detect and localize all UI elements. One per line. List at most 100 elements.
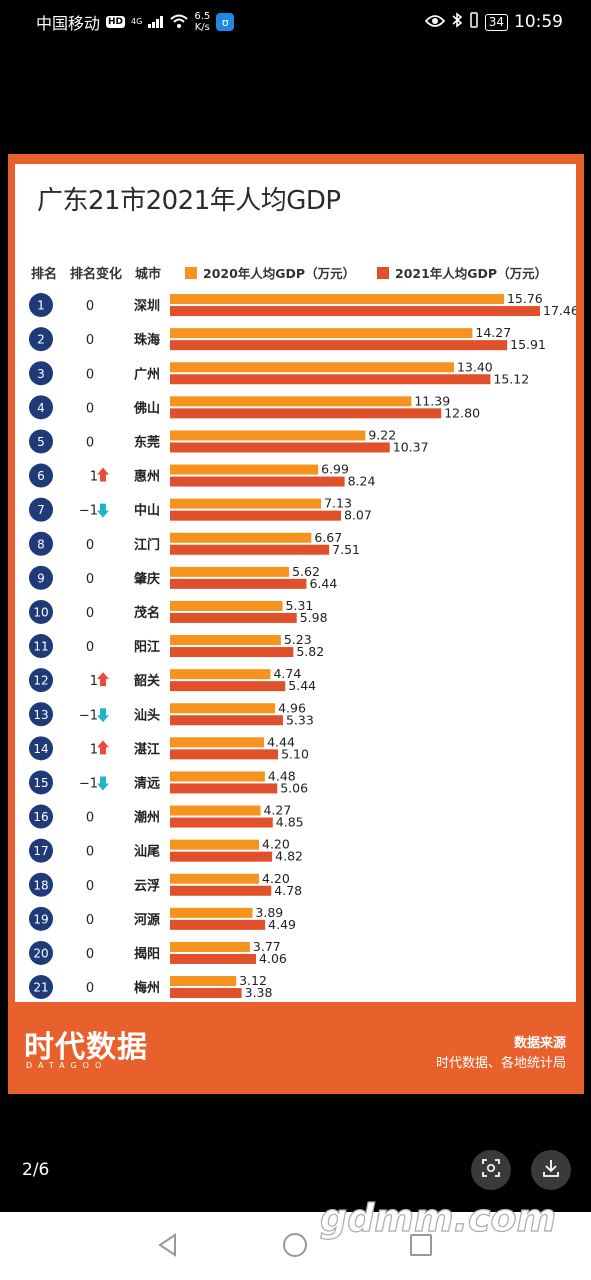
bar-2021 [170, 647, 294, 658]
rank-number: 18 [33, 878, 48, 892]
rank-number: 14 [33, 742, 48, 756]
bar-2020 [170, 873, 260, 884]
header-rank-change: 排名变化 [70, 267, 123, 282]
network-speed: 6.5 K/s [194, 11, 210, 33]
value-label-2021: 4.78 [274, 883, 302, 898]
bar-2020 [170, 362, 454, 373]
page-indicator: 2/6 [22, 1160, 50, 1180]
status-bar: 中国移动 HD 4G 6.5 K/s ʊ 34 10:59 [0, 0, 591, 44]
header-rank: 排名 [31, 267, 58, 282]
rank-change-value: 0 [86, 981, 94, 996]
value-label-2020: 7.13 [324, 496, 352, 511]
datagoo-logo-sub: DATAGOO [26, 1061, 108, 1070]
rank-change-value: 1 [90, 674, 98, 689]
rank-circle [29, 395, 53, 420]
status-left: 中国移动 HD 4G 6.5 K/s ʊ [36, 10, 235, 34]
value-label-2020: 4.20 [262, 871, 290, 886]
city-label: 江门 [134, 537, 160, 553]
rank-change-value: 0 [86, 401, 94, 416]
rank-change-value: 0 [86, 367, 94, 382]
value-label-2020: 15.76 [507, 291, 543, 306]
rank-circle [29, 770, 53, 795]
value-label-2021: 8.07 [344, 508, 372, 523]
value-label-2021: 5.44 [288, 678, 316, 693]
rank-number: 4 [37, 401, 45, 415]
value-label-2020: 6.99 [321, 462, 349, 477]
down-arrow-icon [97, 708, 109, 723]
city-label: 河源 [134, 912, 160, 928]
rank-number: 8 [37, 537, 45, 551]
rank-change-value: −1 [79, 776, 98, 791]
source-text: 时代数据、各地统计局 [435, 1056, 566, 1071]
rank-number: 9 [37, 571, 45, 585]
bar-2021 [170, 851, 273, 862]
rank-circle [29, 634, 53, 659]
value-label-2020: 4.48 [268, 768, 296, 783]
rank-number: 7 [37, 503, 45, 517]
download-button[interactable] [531, 1150, 571, 1190]
value-label-2020: 3.89 [255, 905, 283, 920]
rank-change-value: 0 [86, 640, 94, 655]
legend-label-2020: 2020年人均GDP（万元） [203, 266, 356, 281]
value-label-2020: 9.22 [368, 427, 396, 442]
bar-2021 [170, 988, 242, 999]
city-label: 梅州 [134, 980, 160, 996]
rank-number: 17 [33, 844, 48, 858]
bar-2020 [170, 566, 290, 577]
legend-label-2021: 2021年人均GDP（万元） [395, 266, 548, 281]
bar-2020 [170, 600, 283, 611]
city-label: 湛江 [134, 741, 160, 757]
value-label-2020: 3.12 [239, 973, 267, 988]
rank-number: 6 [37, 469, 45, 483]
value-label-2021: 12.80 [444, 405, 480, 420]
scan-button[interactable] [471, 1150, 511, 1190]
bar-2021 [170, 510, 342, 521]
bar-2020 [170, 635, 281, 646]
bar-2020 [170, 669, 271, 680]
bar-2020 [170, 737, 265, 748]
home-icon[interactable] [282, 1232, 308, 1262]
vibrate-icon [469, 12, 479, 32]
rank-circle [29, 872, 53, 897]
bar-2021 [170, 885, 272, 896]
infographic-poster: 广东21市2021年人均GDP 排名 排名变化 城市 2020年人均GDP（万元… [8, 154, 584, 1094]
rank-change-value: 0 [86, 913, 94, 928]
rank-change-value: 1 [90, 742, 98, 757]
city-label: 肇庆 [133, 571, 160, 587]
value-label-2020: 4.20 [262, 837, 290, 852]
rank-circle [29, 702, 53, 727]
bar-2020 [170, 941, 250, 952]
city-label: 广州 [134, 366, 160, 382]
value-label-2020: 13.40 [457, 359, 493, 374]
back-icon[interactable] [155, 1232, 181, 1262]
value-label-2020: 5.62 [292, 564, 320, 579]
bar-2020 [170, 464, 319, 475]
bar-2021 [170, 578, 307, 589]
bar-2020 [170, 771, 265, 782]
rank-change-value: −1 [79, 504, 98, 519]
bar-2020 [170, 532, 312, 543]
city-label: 潮州 [134, 810, 160, 826]
rank-change-value: 0 [86, 435, 94, 450]
value-label-2021: 4.49 [268, 917, 296, 932]
bluetooth-icon [451, 12, 463, 32]
value-label-2020: 4.44 [267, 734, 295, 749]
rank-circle [29, 838, 53, 863]
rank-number: 15 [33, 776, 48, 790]
rank-circle [29, 531, 53, 556]
bar-2021 [170, 817, 273, 828]
recents-icon[interactable] [408, 1232, 434, 1262]
value-label-2021: 7.51 [332, 542, 360, 557]
rank-number: 21 [33, 981, 48, 995]
rank-change-value: 0 [86, 299, 94, 314]
bar-2021 [170, 612, 297, 623]
speed-unit: K/s [194, 22, 210, 33]
rank-circle [29, 293, 53, 318]
rank-circle [29, 975, 53, 1000]
value-label-2020: 5.31 [286, 598, 314, 613]
bar-2021 [170, 374, 491, 385]
city-label: 清远 [134, 775, 160, 791]
value-label-2020: 5.23 [284, 632, 312, 647]
bar-2021 [170, 681, 286, 692]
value-label-2020: 3.77 [253, 939, 281, 954]
